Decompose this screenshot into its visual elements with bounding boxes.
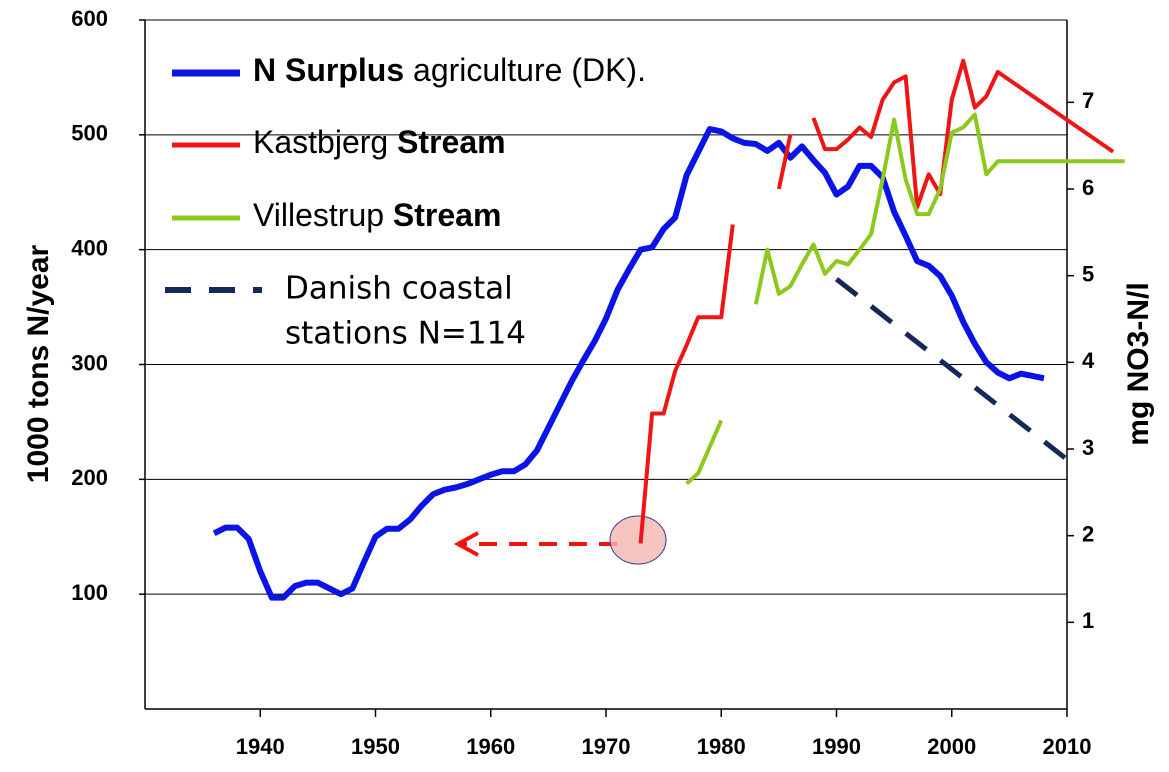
y-tick-label: 600	[71, 6, 108, 31]
x-tick-label: 1940	[236, 734, 285, 759]
y2-tick-label: 5	[1082, 261, 1094, 286]
legend-label: N Surplus agriculture (DK).	[253, 52, 646, 88]
x-tick-label: 1960	[466, 734, 515, 759]
legend-label-part: Stream	[393, 197, 502, 233]
y2-tick-label: 2	[1082, 521, 1094, 546]
series-line	[685, 112, 1125, 486]
legend-label: Villestrup Stream	[253, 197, 501, 233]
legend-label-part: Villestrup	[253, 197, 393, 233]
y-tick-label: 400	[71, 235, 108, 260]
x-tick-label: 2010	[1043, 734, 1092, 759]
y-axis-title: 1000 tons N/year	[22, 244, 55, 483]
x-tick-label: 2000	[927, 734, 976, 759]
series-line	[212, 126, 1045, 601]
legend-label-part: Kastbjerg	[253, 124, 397, 160]
legend-label-part: N Surplus	[253, 52, 404, 88]
y2-tick-label: 3	[1082, 435, 1094, 460]
y-tick-label: 200	[71, 465, 108, 490]
x-tick-label: 1980	[697, 734, 746, 759]
y2-tick-label: 7	[1082, 88, 1094, 113]
y2-axis-title: mg NO3-N/l	[1122, 282, 1155, 445]
y2-tick-label: 4	[1082, 348, 1095, 373]
legend-label: Danish coastal	[285, 271, 513, 307]
series-line	[638, 58, 1115, 544]
legend-label-part: agriculture (DK).	[404, 52, 646, 88]
legend-label-part: Stream	[397, 124, 506, 160]
x-tick-label: 1970	[582, 734, 631, 759]
annotation-arrowhead	[453, 531, 479, 557]
legend-label: stations N=114	[285, 316, 526, 352]
y-tick-label: 500	[71, 121, 108, 146]
y-tick-label: 300	[71, 350, 108, 375]
series-line	[834, 277, 1069, 462]
x-tick-label: 1990	[812, 734, 861, 759]
legend-label: Kastbjerg Stream	[253, 124, 506, 160]
y2-tick-label: 6	[1082, 175, 1094, 200]
x-tick-label: 1950	[351, 734, 400, 759]
annotation-circle	[609, 515, 667, 565]
y2-tick-label: 1	[1082, 608, 1094, 633]
y-tick-label: 100	[71, 580, 108, 605]
